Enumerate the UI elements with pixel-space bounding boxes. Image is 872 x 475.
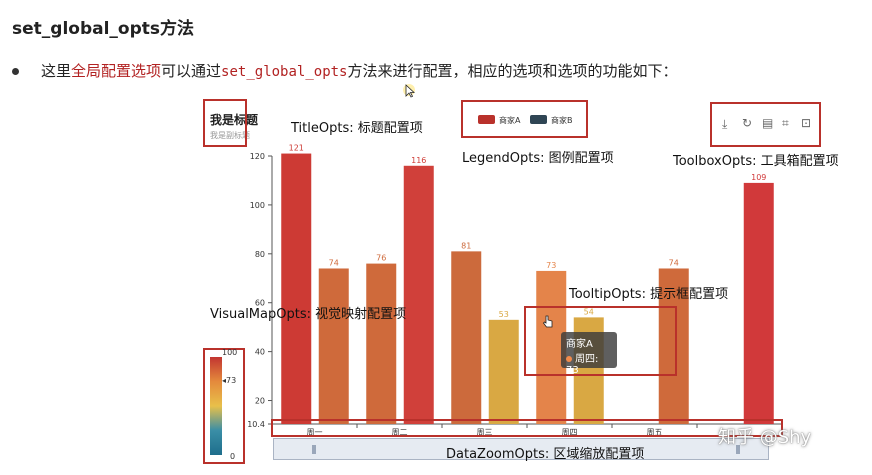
datazoom-opts-annotation: DataZoomOpts: 区域缩放配置项	[446, 447, 645, 462]
tooltip-opts-annotation: TooltipOpts: 提示框配置项	[569, 287, 729, 302]
legend-swatch-a[interactable]	[478, 115, 495, 124]
bar	[403, 165, 434, 425]
tooltip-row: 周四: 73	[566, 350, 612, 376]
bar	[366, 263, 397, 424]
bar-value-label: 74	[329, 258, 339, 267]
bullet-paragraph: 这里全局配置选项可以通过set_global_opts方法来进行配置，相应的选项…	[12, 60, 678, 81]
title-opts-annotation: TitleOpts: 标题配置项	[291, 121, 423, 136]
bar	[281, 153, 312, 424]
refresh-icon[interactable]: ↻	[742, 116, 753, 130]
bar-value-label: 81	[461, 241, 471, 250]
tooltip-highlight-box	[524, 306, 677, 376]
bar-value-label: 73	[546, 261, 556, 270]
visualmap-opts-annotation: VisualMapOpts: 视觉映射配置项	[210, 307, 407, 322]
y-tick-label: 60	[255, 299, 265, 308]
mouse-cursor-icon	[403, 84, 415, 98]
visualmap-gradient-bar[interactable]	[210, 357, 222, 455]
data-view-icon[interactable]: ▤	[762, 116, 774, 130]
x-tick-label: 周三	[477, 428, 493, 437]
y-tick-label: 80	[255, 250, 265, 259]
toolbox-opts-annotation: ToolboxOpts: 工具箱配置项	[673, 154, 839, 169]
bar	[658, 268, 689, 424]
bar-value-label: 74	[669, 258, 679, 267]
visualmap-highlight-box	[203, 348, 245, 464]
bar	[743, 182, 774, 424]
y-tick-label: 20	[255, 397, 265, 406]
legend-highlight-box	[461, 100, 588, 138]
datazoom-handle-left[interactable]	[312, 445, 316, 454]
bar-value-label: 109	[751, 173, 766, 182]
legend-opts-annotation: LegendOpts: 图例配置项	[462, 151, 614, 166]
tooltip-value: 周四: 73	[566, 354, 599, 376]
datazoom-handle-right[interactable]	[736, 445, 740, 454]
title-highlight-box	[203, 99, 247, 147]
bullet-code: set_global_opts	[221, 64, 348, 80]
crop-reset-icon[interactable]: ⊡	[801, 116, 812, 130]
bar-value-label: 54	[584, 307, 594, 316]
x-tick-label: 周一	[307, 428, 323, 437]
y-tick-label: 100	[250, 201, 265, 210]
bullet-text-1: 这里	[41, 62, 72, 80]
bullet-text-3: 方法来进行配置，相应的选项和选项的功能如下：	[347, 62, 678, 80]
tooltip-dot	[566, 356, 572, 362]
x-tick-label: 周五	[647, 428, 663, 437]
crop-icon[interactable]: ⌗	[782, 116, 789, 130]
hand-cursor-icon	[542, 315, 553, 328]
y-tick-label: 120	[250, 152, 265, 161]
datazoom-slider[interactable]	[273, 438, 769, 460]
bar-value-label: 116	[411, 156, 426, 165]
bullet-text-2: 可以通过	[161, 62, 222, 80]
x-tick-label: 周二	[392, 428, 408, 437]
bar	[488, 319, 519, 424]
chart-subtitle: 我是副标题	[210, 131, 250, 140]
x-tick-label: 周四	[562, 428, 578, 437]
legend-swatch-b[interactable]	[530, 115, 547, 124]
bar-value-label: 76	[376, 254, 386, 263]
tooltip-series: 商家A	[566, 339, 593, 350]
section-heading: set_global_opts方法	[12, 19, 195, 39]
bullet-dot	[12, 68, 19, 75]
visualmap-pointer: 73	[226, 376, 237, 385]
legend-label-b[interactable]: 商家B	[551, 116, 573, 125]
toolbox-highlight-box	[710, 102, 821, 147]
bar-value-label: 121	[289, 144, 304, 153]
bar-value-label: 53	[499, 310, 509, 319]
bullet-highlight: 全局配置选项	[71, 62, 162, 80]
download-icon[interactable]: ⤓	[722, 117, 728, 131]
watermark: 知乎 @Shy	[718, 427, 812, 448]
tooltip-popup: 商家A 周四: 73	[561, 332, 617, 376]
visualmap-min: 0	[230, 452, 236, 461]
visualmap-max: 100	[222, 348, 238, 357]
legend-label-a[interactable]: 商家A	[499, 116, 521, 125]
visualmap-pointer-label: ◂73	[222, 376, 237, 385]
y-tick-label: 40	[255, 348, 265, 357]
y-tick-label: 10.4	[247, 420, 265, 429]
bar	[451, 251, 482, 424]
xaxis-highlight-box	[271, 419, 783, 437]
visualmap-legend[interactable]: 100 ◂73 0	[203, 348, 245, 464]
bar	[318, 268, 349, 424]
